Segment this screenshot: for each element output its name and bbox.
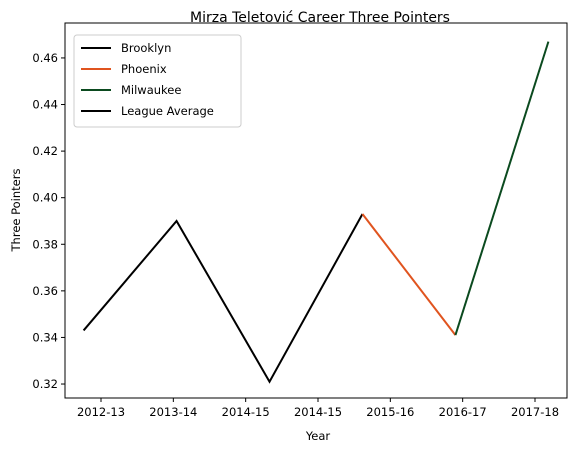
y-tick-label: 0.34: [32, 330, 58, 344]
legend-entry-label: Milwaukee: [121, 83, 181, 97]
y-tick-label: 0.38: [32, 237, 58, 251]
x-tick-label: 2017-18: [511, 405, 559, 419]
chart-title: Mirza Teletović Career Three Pointers: [190, 10, 450, 26]
x-tick-label: 2013-14: [149, 405, 197, 419]
y-axis: 0.32 0.34 0.36 0.38 0.40 0.42 0.44 0.46: [32, 51, 65, 391]
x-axis: 2012-13 2013-14 2014-15 2014-15 2015-16 2016-…: [77, 398, 559, 419]
y-tick-label: 0.40: [32, 191, 58, 205]
legend-entry-label: League Average: [121, 104, 214, 118]
legend-entry-label: Brooklyn: [121, 41, 171, 55]
x-tick-label: 2012-13: [77, 405, 125, 419]
series-line-milwaukee: [454, 41, 550, 336]
legend-entry-label: Phoenix: [121, 62, 167, 76]
x-tick-label: 2014-15: [222, 405, 270, 419]
y-tick-label: 0.44: [32, 98, 58, 112]
series-line-brooklyn: [82, 213, 364, 384]
y-tick-label: 0.46: [32, 51, 58, 65]
y-tick-label: 0.42: [32, 144, 58, 158]
plot-area-frame: [64, 22, 568, 399]
plot-lines: [82, 41, 550, 384]
legend: Brooklyn Phoenix Milwaukee League Average: [73, 34, 242, 128]
x-tick-label: 2014-15: [294, 405, 342, 419]
y-axis-label: Three Pointers: [9, 169, 23, 253]
y-tick-label: 0.36: [32, 284, 58, 298]
x-axis-label: Year: [305, 429, 331, 443]
series-line-phoenix: [361, 213, 457, 336]
x-tick-label: 2015-16: [366, 405, 414, 419]
x-tick-label: 2016-17: [439, 405, 487, 419]
y-tick-label: 0.32: [32, 377, 58, 391]
legend-box: [73, 34, 242, 128]
